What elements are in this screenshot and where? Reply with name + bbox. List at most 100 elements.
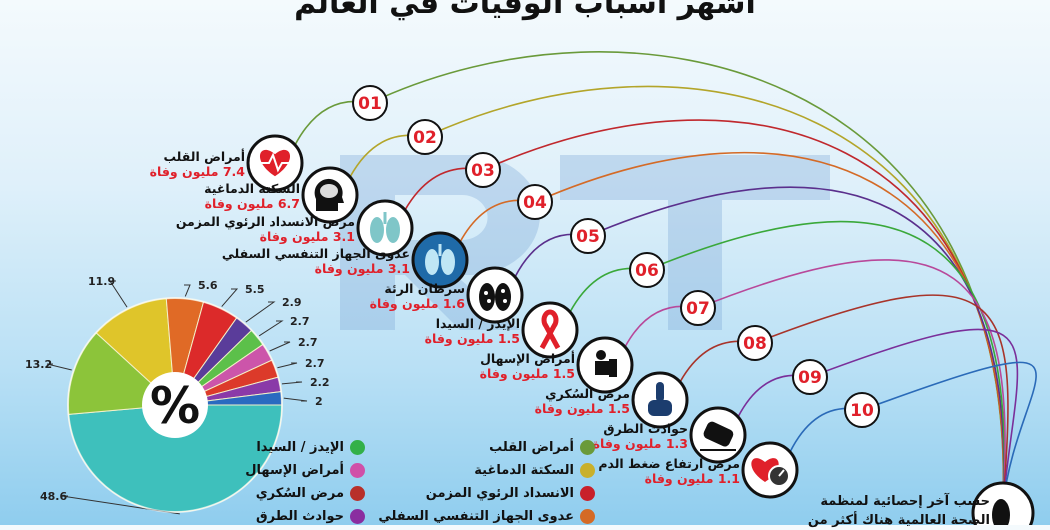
slice-value-label: 13.2 bbox=[25, 358, 52, 371]
number-text: 09 bbox=[798, 368, 822, 388]
legend-label: حوادث الطرق bbox=[256, 509, 344, 524]
number-badge-04: 04 bbox=[517, 184, 553, 220]
cause-label-10: مرض ارتفاع ضغط الدم 1.1 مليون وفاة bbox=[598, 456, 740, 486]
cause-deaths: 3.1 مليون وفاة bbox=[314, 261, 410, 276]
finger-prick-icon bbox=[631, 371, 689, 429]
legend-label: الانسداد الرئوي المزمن bbox=[425, 486, 574, 501]
number-text: 10 bbox=[850, 401, 874, 421]
legend-swatch bbox=[580, 509, 595, 524]
leader-line-10 bbox=[283, 397, 308, 402]
cause-label-04: عدوى الجهاز التنفسي السفلي 3.1 مليون وفاة bbox=[222, 246, 410, 276]
number-text: 03 bbox=[471, 161, 495, 181]
heart-pulse-icon bbox=[246, 134, 304, 192]
cause-label-06: الإيدز / السيدا 1.5 مليون وفاة bbox=[425, 316, 520, 346]
legend-swatch bbox=[580, 486, 595, 501]
legend-swatch bbox=[580, 463, 595, 478]
slice-value-label: 2.7 bbox=[298, 336, 318, 349]
cause-label-08: مرض السُكري 1.5 مليون وفاة bbox=[535, 386, 630, 416]
note-line-2: الصحة العالمية هناك أكثر من bbox=[807, 513, 990, 528]
slice-value-label: 48.6 bbox=[40, 490, 67, 503]
lungs-icon bbox=[356, 199, 414, 257]
legend-swatch bbox=[580, 440, 595, 455]
legend-label: السكتة الدماغية bbox=[474, 463, 574, 478]
arc-08 bbox=[679, 294, 1009, 506]
note-line-1: حسب آخر إحصائية لمنظمة bbox=[820, 494, 990, 509]
cause-name: عدوى الجهاز التنفسي السفلي bbox=[221, 246, 410, 261]
legend-label: الإيدز / السيدا bbox=[256, 440, 344, 455]
cause-label-02: السكتة الدماغية 6.7 مليون وفاة bbox=[204, 181, 300, 211]
cause-name: السكتة الدماغية bbox=[204, 181, 300, 196]
number-text: 07 bbox=[686, 299, 710, 319]
cause-name: سرطان الرئة bbox=[384, 281, 465, 296]
leader-line-0 bbox=[61, 495, 180, 515]
arc-06 bbox=[569, 220, 1006, 506]
number-badge-05: 05 bbox=[570, 218, 606, 254]
legend-item: الانسداد الرئوي المزمن bbox=[378, 482, 595, 505]
cause-name: مرض ارتفاع ضغط الدم bbox=[598, 456, 740, 471]
legend-swatch bbox=[350, 440, 365, 455]
legend-label: مرض السُكري bbox=[255, 486, 344, 501]
lungs-infection-icon bbox=[411, 231, 469, 289]
legend-label: أمراض القلب bbox=[489, 440, 574, 455]
lung-cancer-icon bbox=[466, 266, 524, 324]
arc-07 bbox=[624, 259, 1006, 506]
number-badge-08: 08 bbox=[737, 325, 773, 361]
cause-name: مرض السُكري bbox=[545, 386, 630, 401]
number-text: 05 bbox=[576, 227, 600, 247]
brain-icon bbox=[301, 166, 359, 224]
number-text: 08 bbox=[743, 334, 767, 354]
legend-swatch bbox=[350, 509, 365, 524]
legend-item: أمراض القلب bbox=[378, 436, 595, 459]
legend-left: الإيدز / السيدا أمراض الإسهال مرض السُكري ح… bbox=[245, 436, 365, 528]
leader-line-3 bbox=[184, 284, 191, 297]
number-text: 06 bbox=[635, 261, 659, 281]
cause-deaths: 1.5 مليون وفاة bbox=[479, 366, 575, 381]
legend-item: مرض السُكري bbox=[245, 482, 365, 505]
legend-item: أمراض الإسهال bbox=[245, 459, 365, 482]
percent-symbol: % bbox=[150, 377, 200, 435]
leader-line-7 bbox=[269, 341, 291, 352]
legend-item: عدوى الجهاز التنفسي السفلي bbox=[378, 505, 595, 528]
slice-value-label: 5.6 bbox=[198, 279, 218, 292]
cause-label-01: أمراض القلب 7.4 مليون وفاة bbox=[150, 149, 245, 179]
legend-item: حوادث الطرق bbox=[245, 505, 365, 528]
cause-deaths: 1.5 مليون وفاة bbox=[534, 401, 630, 416]
toilet-icon bbox=[576, 336, 634, 394]
blood-pressure-icon bbox=[741, 441, 799, 499]
cause-deaths: 1.5 مليون وفاة bbox=[424, 331, 520, 346]
leader-line-6 bbox=[258, 320, 284, 337]
cause-label-03: مرض الانسداد الرئوي المزمن 3.1 مليون وفاة bbox=[176, 214, 355, 244]
leader-line-8 bbox=[277, 362, 298, 369]
number-badge-10: 10 bbox=[844, 392, 880, 428]
arc-05 bbox=[514, 186, 1005, 506]
number-text: 02 bbox=[413, 128, 437, 148]
cause-name: أمراض الإسهال bbox=[480, 351, 575, 366]
cause-deaths: 6.7 مليون وفاة bbox=[204, 196, 300, 211]
number-badge-03: 03 bbox=[465, 152, 501, 188]
cause-label-09: حوادث الطرق 1.3 مليون وفاة bbox=[593, 421, 688, 451]
legend-label: عدوى الجهاز التنفسي السفلي bbox=[378, 509, 574, 524]
slice-value-label: 11.9 bbox=[88, 275, 115, 288]
number-text: 01 bbox=[358, 94, 382, 114]
cause-name: حوادث الطرق bbox=[603, 421, 688, 436]
number-text: 04 bbox=[523, 193, 547, 213]
cause-label-07: أمراض الإسهال 1.5 مليون وفاة bbox=[480, 351, 575, 381]
cause-deaths: 1.6 مليون وفاة bbox=[369, 296, 465, 311]
cause-name: مرض الانسداد الرئوي المزمن bbox=[175, 214, 355, 229]
arc-09 bbox=[737, 328, 1019, 506]
footer-note: حسب آخر إحصائية لمنظمة الصحة العالمية هن… bbox=[790, 492, 990, 530]
leader-line-1 bbox=[46, 363, 72, 371]
legend-label: أمراض الإسهال bbox=[245, 463, 344, 478]
cause-deaths: 7.4 مليون وفاة bbox=[149, 164, 245, 179]
legend-item: الإيدز / السيدا bbox=[245, 436, 365, 459]
slice-value-label: 2.7 bbox=[305, 357, 325, 370]
aids-ribbon-icon bbox=[521, 301, 579, 359]
slice-value-label: 2.9 bbox=[282, 296, 302, 309]
legend-right: أمراض القلب السكتة الدماغية الانسداد الرئو… bbox=[378, 436, 595, 528]
cause-name: أمراض القلب bbox=[163, 149, 245, 164]
foot-tag-icon bbox=[971, 481, 1035, 525]
legend-swatch bbox=[350, 486, 365, 501]
page-title: أشهر أسباب الوفيات في العالم bbox=[294, 0, 756, 21]
number-badge-02: 02 bbox=[407, 119, 443, 155]
